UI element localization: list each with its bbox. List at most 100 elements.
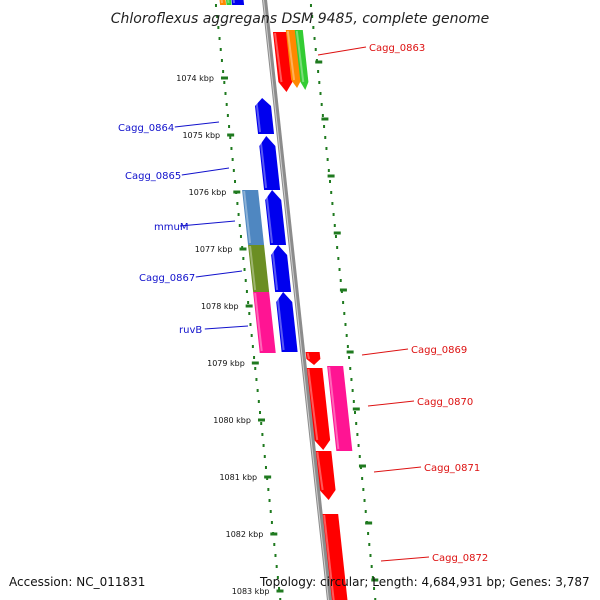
ruler-dot — [339, 279, 342, 282]
ruler-dot — [267, 488, 270, 491]
ruler-tick — [321, 117, 329, 121]
ruler-dot — [354, 411, 357, 414]
ruler-dot — [374, 598, 377, 600]
ruler-dot — [251, 345, 254, 348]
gene-feature — [305, 352, 321, 365]
gene-feature — [322, 514, 348, 600]
gene-feature — [265, 190, 287, 245]
ruler-tick — [339, 288, 347, 292]
ruler-tick — [365, 521, 373, 525]
ruler-dot — [346, 345, 349, 348]
ruler-dot — [257, 400, 260, 403]
ruler-tick — [239, 247, 247, 251]
ruler-dot — [362, 488, 365, 491]
ruler-dot — [234, 180, 237, 183]
ruler-tick — [276, 589, 284, 593]
ruler-tick — [257, 418, 265, 422]
gene-feature — [248, 245, 270, 292]
ruler-tick-label: 1076 kbp — [189, 188, 227, 197]
label-leader — [380, 556, 430, 562]
gene-feature-shine — [265, 190, 274, 244]
ruler-tick — [371, 578, 379, 582]
ruler-dot — [344, 323, 347, 326]
gene-feature-shine — [227, 0, 230, 4]
ruler-dot — [278, 587, 281, 590]
ruler-dot — [263, 455, 266, 458]
ruler-tick — [358, 464, 366, 468]
ruler-dot — [333, 224, 336, 227]
ruler-dot — [337, 257, 340, 260]
ruler-dot — [255, 378, 258, 381]
gene-feature — [226, 0, 232, 5]
label-leader — [367, 400, 415, 407]
ruler-dot — [336, 246, 339, 249]
gene-feature-shine — [274, 32, 283, 83]
ruler-dot — [356, 433, 359, 436]
label-leader — [361, 348, 409, 356]
ruler-tick — [315, 60, 323, 64]
topology-summary: Topology: circular; Length: 4,684,931 bp… — [260, 575, 590, 589]
ruler-dot — [218, 37, 221, 40]
ruler-dot — [254, 367, 257, 370]
gene-label-forward: Cagg_0870 — [417, 397, 473, 408]
ruler-tick-label: 1079 kbp — [207, 359, 245, 368]
label-leader — [195, 270, 243, 278]
ruler-dot — [364, 510, 367, 513]
accession-text: Accession: NC_011831 — [9, 575, 146, 589]
ruler-ticks: 1074 kbp 1075 kbp 1076 kbp 1077 kbp 1078 kbp… — [176, 60, 379, 596]
gene-feature — [242, 190, 265, 245]
ruler-dot — [370, 565, 373, 568]
ruler-dot — [217, 26, 220, 29]
gene-feature — [306, 368, 331, 450]
gene-feature-shine — [220, 0, 224, 4]
gene-label-forward: Cagg_0871 — [424, 463, 480, 474]
ruler-dot — [332, 213, 335, 216]
ruler-dot — [229, 136, 232, 139]
ruler-dot — [237, 213, 240, 216]
gene-feature — [255, 98, 275, 134]
ruler-dot — [223, 81, 226, 84]
ruler-dot — [243, 268, 246, 271]
ruler-dot — [373, 587, 376, 590]
gene-feature — [276, 292, 298, 352]
ruler-dot — [312, 26, 315, 29]
gene-feature-shine — [259, 136, 268, 189]
ruler-dot — [323, 125, 326, 128]
ruler-dot — [259, 411, 262, 414]
ruler-dot — [317, 70, 320, 73]
gene-feature-shine — [232, 0, 236, 4]
gene-label-forward: Cagg_0869 — [411, 345, 467, 356]
ruler-dot — [357, 444, 360, 447]
ruler-dot — [326, 158, 329, 161]
ruler-dot — [222, 70, 225, 73]
gene-label-reverse: Cagg_0865 — [125, 171, 181, 182]
gene-feature-shine — [271, 245, 279, 291]
ruler-dot — [249, 323, 252, 326]
ruler-dot — [247, 301, 250, 304]
ruler-dot — [348, 356, 351, 359]
ruler-dot — [314, 48, 317, 51]
ruler-dot — [268, 499, 271, 502]
ruler-dot — [313, 37, 316, 40]
ruler-dot — [275, 565, 278, 568]
gene-feature-shine — [323, 514, 335, 600]
ruler-tick-label: 1074 kbp — [176, 74, 214, 83]
gene-feature-shine — [243, 190, 252, 244]
ruler-dot — [355, 422, 358, 425]
ruler-dot — [231, 158, 234, 161]
ruler-dot — [228, 125, 231, 128]
ruler-dot — [311, 15, 314, 18]
ruler-dot — [342, 301, 345, 304]
ruler-dot — [369, 554, 372, 557]
ruler-dot — [358, 455, 361, 458]
ruler-dot — [321, 114, 324, 117]
gene-label-reverse: ruvB — [179, 325, 202, 336]
ruler-dot — [325, 147, 328, 150]
ruler-tick — [270, 532, 278, 536]
gene-feature-shine — [306, 352, 311, 360]
ruler-dot — [324, 136, 327, 139]
ruler-tick-label: 1080 kbp — [213, 416, 251, 425]
ruler-dot — [318, 81, 321, 84]
ruler-dot — [244, 279, 247, 282]
ruler-dot — [253, 356, 256, 359]
